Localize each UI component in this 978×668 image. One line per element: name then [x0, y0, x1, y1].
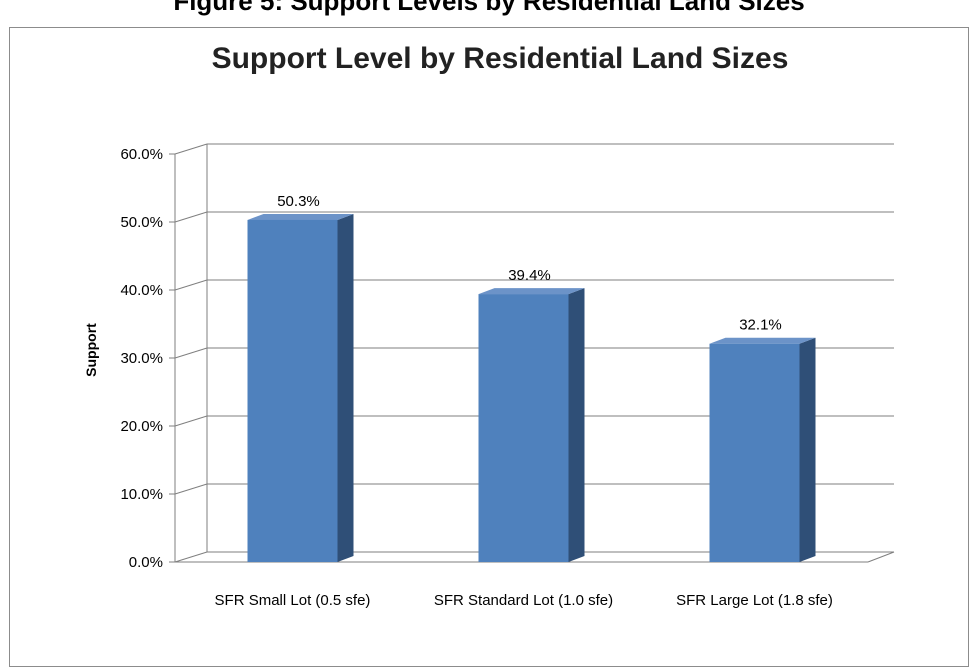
bar-top: [709, 337, 816, 344]
bar-top: [247, 213, 354, 220]
bar-side: [799, 337, 816, 562]
chart-title: Support Level by Residential Land Sizes: [212, 42, 789, 75]
y-tick-label: 50.0%: [120, 214, 163, 231]
gridline-side: [174, 551, 208, 563]
gridline-side: [174, 483, 208, 495]
bar-side: [337, 213, 354, 562]
bar: [478, 294, 569, 562]
gridline-side: [174, 415, 208, 427]
chart-frame: Support Level by Residential Land Sizes …: [9, 27, 969, 667]
labels: 0.0% 10.0% 20.0% 30.0% 40.0% 50.0% 60.0% 50.3% S…: [120, 146, 832, 609]
y-tick-label: 60.0%: [120, 146, 163, 163]
bars: [247, 213, 816, 562]
y-tick-label: 10.0%: [120, 486, 163, 503]
gridline-side: [174, 211, 208, 223]
bar-top: [478, 288, 585, 295]
bar-side: [568, 288, 585, 562]
y-tick-label: 20.0%: [120, 418, 163, 435]
data-label: 39.4%: [508, 267, 551, 284]
bar-chart: Support Level by Residential Land Sizes …: [83, 42, 895, 609]
figure-caption: Figure 5: Support Levels by Residential …: [173, 0, 805, 16]
y-tick-label: 40.0%: [120, 282, 163, 299]
y-axis-title: Support: [83, 323, 99, 377]
bar: [247, 219, 338, 562]
data-label: 32.1%: [739, 317, 782, 334]
x-tick-label: SFR Small Lot (0.5 sfe): [215, 592, 371, 609]
floor-edge: [867, 551, 895, 563]
x-tick-label: SFR Large Lot (1.8 sfe): [676, 592, 833, 609]
bar: [709, 343, 800, 562]
gridline-side: [174, 143, 208, 155]
gridline-side: [174, 347, 208, 359]
data-label: 50.3%: [277, 193, 320, 210]
y-tick-label: 30.0%: [120, 350, 163, 367]
x-tick-label: SFR Standard Lot (1.0 sfe): [434, 592, 613, 609]
gridline-side: [174, 279, 208, 291]
y-tick-label: 0.0%: [129, 554, 163, 571]
